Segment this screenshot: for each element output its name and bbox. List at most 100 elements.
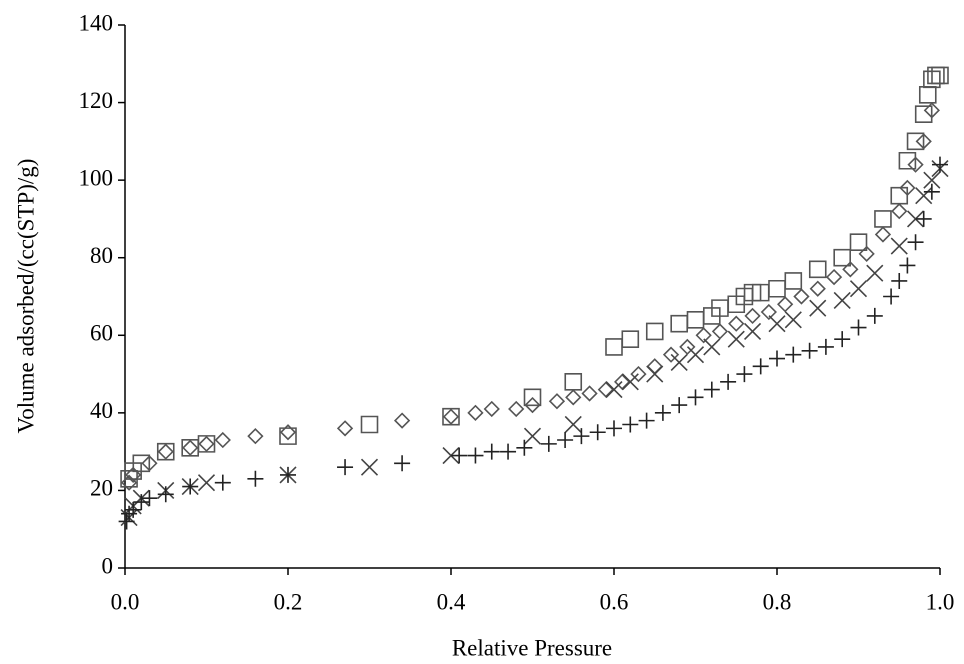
data-point	[808, 260, 827, 279]
data-point	[874, 226, 892, 243]
data-point	[442, 408, 460, 425]
data-point	[360, 415, 379, 434]
data-point	[557, 432, 574, 449]
data-point	[630, 365, 647, 383]
x-tick-label: 0.4	[437, 589, 466, 614]
data-point	[247, 470, 264, 487]
data-point	[686, 310, 705, 329]
data-point	[898, 151, 917, 170]
data-point	[679, 338, 696, 356]
data-point	[914, 105, 933, 124]
data-point	[360, 458, 379, 476]
data-point	[197, 474, 216, 492]
data-point	[769, 350, 785, 367]
data-point	[842, 261, 859, 278]
data-point	[548, 393, 566, 410]
data-point	[907, 156, 924, 173]
data-point	[751, 283, 770, 302]
data-point	[923, 183, 940, 200]
data-point	[247, 427, 264, 445]
data-point	[118, 513, 135, 530]
data-point	[280, 466, 296, 483]
data-point	[621, 330, 640, 348]
data-point	[695, 327, 712, 344]
data-point	[874, 210, 892, 228]
data-point	[141, 455, 158, 472]
data-point	[891, 203, 908, 220]
data-point	[728, 315, 745, 332]
data-point	[483, 400, 500, 418]
data-point	[156, 442, 175, 461]
data-point	[883, 288, 900, 305]
data-point	[736, 366, 753, 383]
x-tick-label: 0.8	[763, 589, 792, 614]
data-point	[508, 400, 525, 418]
data-point	[662, 346, 680, 363]
data-point	[279, 424, 297, 441]
data-point	[182, 478, 199, 495]
data-point	[197, 435, 216, 453]
data-point	[621, 373, 639, 391]
data-point	[891, 272, 908, 289]
x-axis-title: Relative Pressure	[452, 635, 612, 660]
data-point	[915, 210, 932, 227]
y-axis-title: Volume adsorbed/(cc(STP)/g)	[13, 159, 38, 434]
y-tick-label: 40	[90, 398, 113, 423]
x-tick-label: 1.0	[926, 589, 955, 614]
data-point	[809, 299, 827, 317]
data-point	[932, 156, 948, 173]
data-point	[214, 474, 231, 491]
data-point	[915, 133, 932, 150]
data-point	[906, 210, 925, 228]
data-point	[523, 427, 542, 445]
data-point	[614, 373, 631, 390]
data-point	[825, 268, 843, 286]
data-point	[768, 279, 786, 298]
data-point	[927, 66, 945, 85]
data-point	[581, 385, 598, 402]
data-point	[890, 186, 909, 205]
data-point	[918, 86, 937, 104]
data-point	[703, 338, 721, 356]
data-point	[214, 431, 231, 449]
data-point	[133, 494, 150, 511]
data-point	[121, 505, 138, 522]
data-point	[833, 291, 851, 309]
data-point	[336, 420, 354, 437]
data-point	[760, 303, 777, 321]
y-tick-label: 100	[79, 165, 114, 190]
data-point	[523, 388, 542, 407]
data-point	[703, 381, 720, 398]
data-point	[671, 397, 688, 414]
y-tick-label: 140	[79, 10, 114, 35]
data-point	[720, 373, 737, 390]
data-point	[743, 322, 762, 340]
data-point	[125, 466, 142, 484]
data-point	[711, 299, 729, 317]
x-tick-label: 0.2	[274, 589, 303, 614]
data-point	[467, 447, 484, 464]
data-point	[393, 412, 411, 429]
data-point	[784, 311, 802, 329]
y-tick-label: 20	[90, 476, 113, 501]
data-point	[817, 338, 834, 355]
data-point	[744, 307, 761, 325]
data-point	[735, 287, 754, 306]
data-point	[890, 237, 908, 255]
data-point	[793, 288, 810, 305]
data-point	[141, 490, 158, 507]
data-point	[931, 66, 949, 85]
data-point	[564, 415, 582, 434]
data-point	[849, 233, 868, 251]
y-tick-label: 0	[102, 553, 114, 578]
data-point	[589, 424, 606, 441]
data-point	[606, 420, 622, 437]
data-point	[907, 234, 924, 251]
data-point	[687, 389, 704, 406]
data-point	[337, 459, 354, 476]
data-point	[516, 439, 533, 456]
y-tick-label: 80	[90, 243, 113, 268]
data-point	[833, 248, 852, 267]
data-point	[564, 373, 583, 391]
data-point	[850, 319, 867, 336]
